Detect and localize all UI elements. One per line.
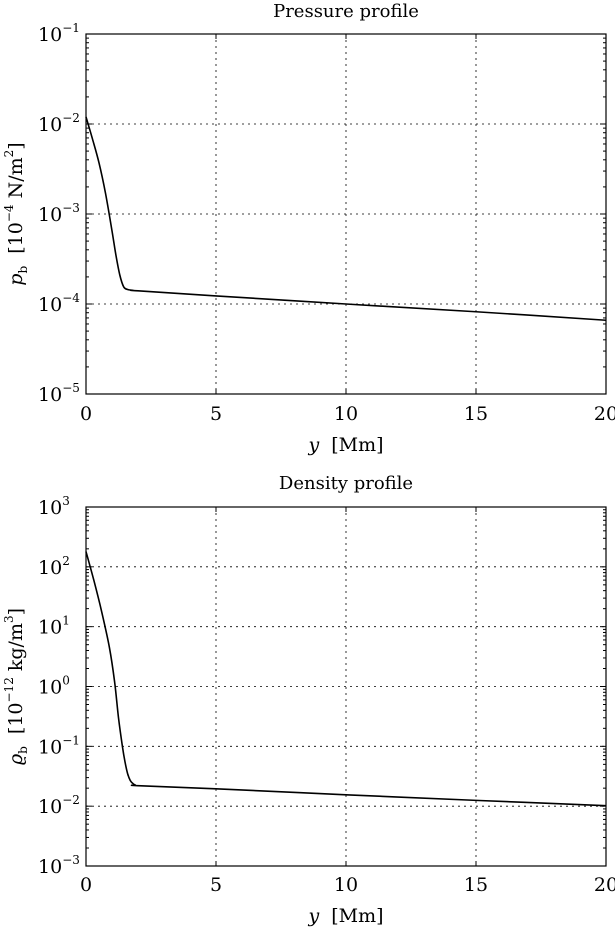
y-tick-exponent: 2 [62, 554, 70, 568]
y-tick-exponent: −1 [62, 21, 80, 35]
y-tick-base: 10 [38, 736, 62, 758]
y-axis-unit-suffix: ] [5, 142, 27, 149]
y-tick-base: 10 [38, 617, 62, 639]
y-tick-base: 10 [38, 497, 62, 519]
y-tick-base: 10 [38, 677, 62, 699]
x-axis-label: y [Mm] [307, 905, 383, 927]
y-tick-label: 102 [38, 554, 70, 579]
y-tick-base: 10 [38, 24, 62, 46]
y-tick-label: 10−3 [38, 201, 80, 226]
y-tick-label: 10−4 [38, 291, 80, 316]
y-tick-exponent: −5 [62, 381, 80, 395]
y-axis-symbol: ϱ [5, 753, 27, 765]
y-axis-unit-prefix: [10 [5, 703, 27, 747]
x-tick-label: 10 [334, 874, 358, 896]
x-axis-label: y [Mm] [307, 434, 383, 456]
y-tick-exponent: 1 [62, 614, 70, 628]
y-tick-base: 10 [38, 114, 62, 136]
y-tick-exponent: −1 [62, 733, 80, 747]
y-axis-unit-mid: N/m [5, 157, 27, 204]
chart-title: Density profile [279, 473, 413, 494]
series-line [85, 116, 607, 322]
y-tick-label: 10−2 [38, 111, 80, 136]
x-axis-symbol: y [307, 434, 319, 456]
y-tick-label: 10−2 [38, 793, 80, 818]
y-axis-unit-exponent: −12 [2, 677, 16, 702]
y-axis-subscript: b [16, 746, 30, 754]
y-tick-base: 10 [38, 557, 62, 579]
y-tick-exponent: −4 [62, 291, 80, 305]
x-tick-label: 15 [464, 403, 488, 425]
x-tick-label: 20 [594, 874, 615, 896]
y-axis-unit-exponent2: 2 [2, 150, 16, 158]
y-tick-base: 10 [38, 204, 62, 226]
y-axis-unit-exponent2: 3 [2, 615, 16, 623]
x-axis-unit: [Mm] [319, 905, 383, 927]
y-tick-label: 10−3 [38, 853, 80, 878]
y-tick-base: 10 [38, 796, 62, 818]
y-tick-base: 10 [38, 384, 62, 406]
y-tick-label: 103 [38, 494, 70, 519]
y-axis-unit-exponent: −4 [2, 204, 16, 222]
y-tick-exponent: −2 [62, 111, 80, 125]
x-tick-label: 5 [210, 403, 222, 425]
y-axis-unit-mid: kg/m [5, 623, 27, 677]
y-axis-label: ϱb [10−12 kg/m3] [2, 608, 30, 765]
x-tick-label: 10 [334, 403, 358, 425]
chart-title: Pressure profile [273, 1, 419, 22]
y-tick-base: 10 [38, 294, 62, 316]
y-axis-unit-prefix: [10 [5, 222, 27, 266]
y-axis-subscript: b [16, 266, 30, 274]
y-axis-label: pb [10−4 N/m2] [2, 142, 30, 285]
y-tick-label: 10−1 [38, 21, 80, 46]
x-tick-label: 0 [80, 403, 92, 425]
y-tick-label: 10−5 [38, 381, 80, 406]
x-tick-label: 15 [464, 874, 488, 896]
y-axis-unit-suffix: ] [5, 608, 27, 615]
y-tick-exponent: −3 [62, 201, 80, 215]
y-tick-exponent: −3 [62, 853, 80, 867]
x-tick-label: 5 [210, 874, 222, 896]
x-axis-symbol: y [307, 905, 319, 927]
y-tick-exponent: −2 [62, 793, 80, 807]
x-axis-unit: [Mm] [319, 434, 383, 456]
y-tick-exponent: 3 [62, 494, 70, 508]
y-axis-symbol: p [5, 274, 27, 286]
x-tick-label: 0 [80, 874, 92, 896]
y-tick-label: 101 [38, 614, 70, 639]
y-tick-base: 10 [38, 856, 62, 878]
y-tick-label: 100 [38, 674, 70, 699]
y-tick-label: 10−1 [38, 733, 80, 758]
x-tick-label: 20 [594, 403, 615, 425]
series-line [85, 551, 607, 807]
y-tick-exponent: 0 [62, 674, 70, 688]
